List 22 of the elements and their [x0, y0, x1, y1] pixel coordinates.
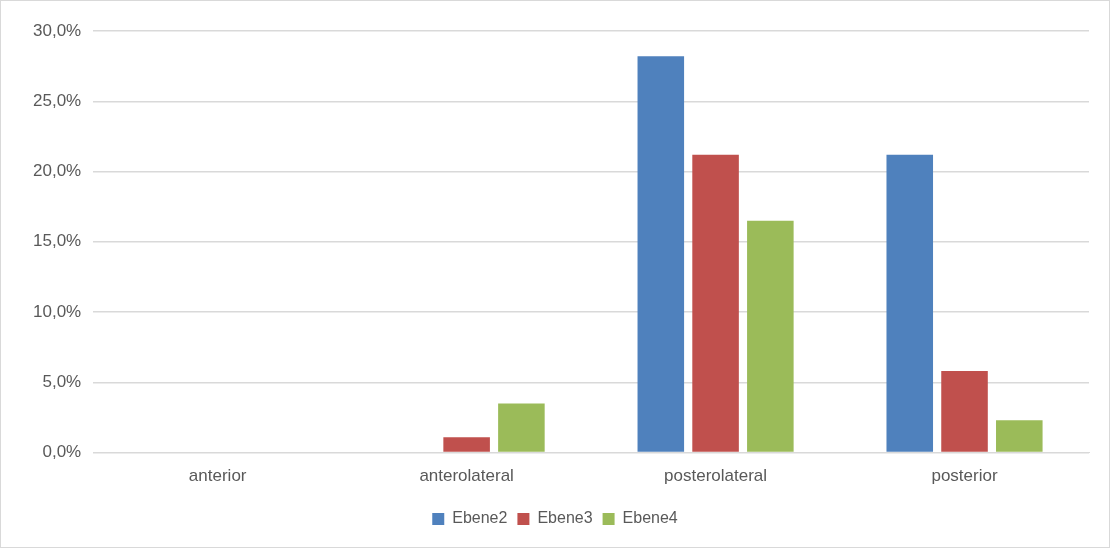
x-tick-label: anterolateral: [419, 466, 514, 486]
legend-label: Ebene3: [537, 509, 593, 527]
x-tick-label: posterolateral: [664, 466, 768, 486]
y-tick-label: 15,0%: [33, 231, 82, 251]
y-tick-label: 25,0%: [33, 90, 82, 110]
y-tick-label: 10,0%: [33, 301, 82, 321]
bar: [443, 437, 490, 452]
x-tick-label: posterior: [931, 466, 998, 486]
bar: [637, 56, 685, 452]
bar: [498, 403, 545, 452]
bar: [886, 154, 934, 452]
bar: [941, 371, 988, 452]
y-tick-label: 20,0%: [33, 161, 82, 181]
bar: [747, 220, 794, 452]
y-tick-label: 5,0%: [42, 372, 82, 392]
legend-label: Ebene2: [452, 509, 508, 527]
legend-label: Ebene4: [622, 509, 678, 527]
x-tick-label: anterior: [188, 466, 247, 486]
bar: [692, 154, 739, 452]
bar: [996, 420, 1043, 452]
y-tick-label: 30,0%: [33, 20, 82, 40]
y-tick-label: 0,0%: [42, 442, 82, 462]
